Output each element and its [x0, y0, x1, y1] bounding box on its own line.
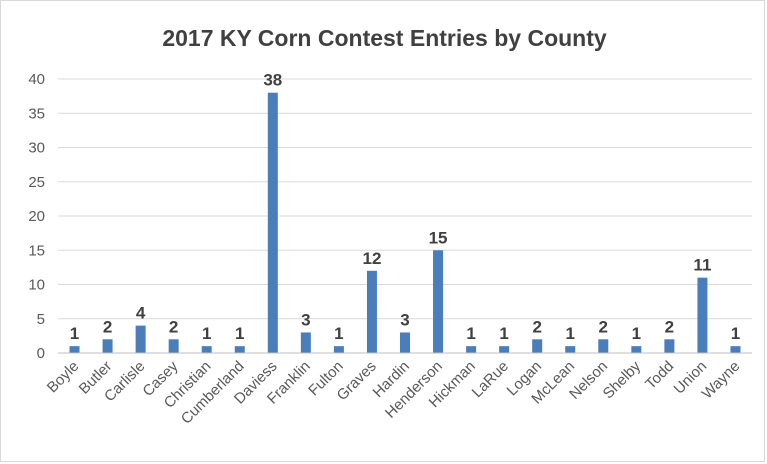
- bar-hardin: [400, 332, 410, 353]
- y-tick-label: 30: [28, 140, 45, 157]
- data-label: 1: [632, 324, 641, 343]
- bar-larue: [499, 346, 510, 353]
- data-label: 2: [665, 317, 674, 336]
- y-tick-label: 25: [28, 174, 45, 191]
- data-label: 1: [466, 324, 475, 343]
- bar-mclean: [565, 346, 576, 353]
- y-tick-label: 15: [28, 242, 45, 259]
- y-tick-label: 0: [37, 345, 45, 362]
- y-tick-label: 35: [28, 105, 45, 122]
- data-label: 1: [499, 324, 508, 343]
- data-label: 3: [400, 310, 409, 329]
- gridlines: [58, 78, 752, 320]
- bar-christian: [201, 346, 212, 353]
- data-label: 15: [429, 228, 448, 247]
- data-label: 1: [202, 324, 211, 343]
- data-label: 1: [235, 324, 244, 343]
- bar-cumberland: [234, 346, 245, 353]
- bar-carlisle: [135, 325, 146, 353]
- bar-fulton: [333, 346, 344, 353]
- data-label: 12: [362, 249, 381, 268]
- data-label: 2: [599, 317, 608, 336]
- bar-nelson: [598, 339, 609, 353]
- x-tick-label: Shelby: [600, 357, 645, 402]
- data-label: 11: [693, 256, 711, 275]
- bar-shelby: [631, 346, 642, 353]
- chart-title: 2017 KY Corn Contest Entries by County: [162, 25, 607, 51]
- data-label: 2: [532, 317, 541, 336]
- data-label: 4: [136, 304, 146, 323]
- bar-casey: [168, 339, 179, 353]
- bar-graves: [366, 270, 377, 353]
- data-label: 1: [731, 324, 740, 343]
- bar-hickman: [466, 346, 477, 353]
- x-axis-labels: BoyleButlerCarlisleCaseyChristianCumberl…: [44, 357, 744, 427]
- bar-logan: [532, 339, 543, 353]
- y-axis-ticks: 0 5 10 15 20 25 30 35 40: [28, 71, 45, 362]
- y-tick-label: 10: [28, 277, 45, 294]
- bars: [69, 92, 741, 353]
- y-tick-label: 20: [28, 208, 45, 225]
- data-label: 1: [334, 324, 343, 343]
- x-tick-label: Boyle: [44, 358, 83, 397]
- x-tick-label: LaRue: [469, 358, 512, 401]
- data-label: 3: [301, 310, 310, 329]
- bar-daviess: [267, 92, 278, 353]
- x-tick-label: Wayne: [699, 358, 744, 403]
- bar-wayne: [730, 346, 741, 353]
- data-label: 2: [169, 317, 178, 336]
- bar-butler: [102, 339, 113, 353]
- data-label: 2: [103, 317, 112, 336]
- data-label: 38: [263, 71, 282, 90]
- y-tick-label: 40: [28, 71, 45, 88]
- bar-boyle: [69, 346, 80, 353]
- data-label: 1: [70, 324, 79, 343]
- data-label: 1: [566, 324, 575, 343]
- bar-todd: [664, 339, 675, 353]
- bar-henderson: [433, 250, 444, 353]
- bar-union: [697, 277, 708, 353]
- bar-franklin: [300, 332, 311, 353]
- y-tick-label: 5: [37, 311, 45, 328]
